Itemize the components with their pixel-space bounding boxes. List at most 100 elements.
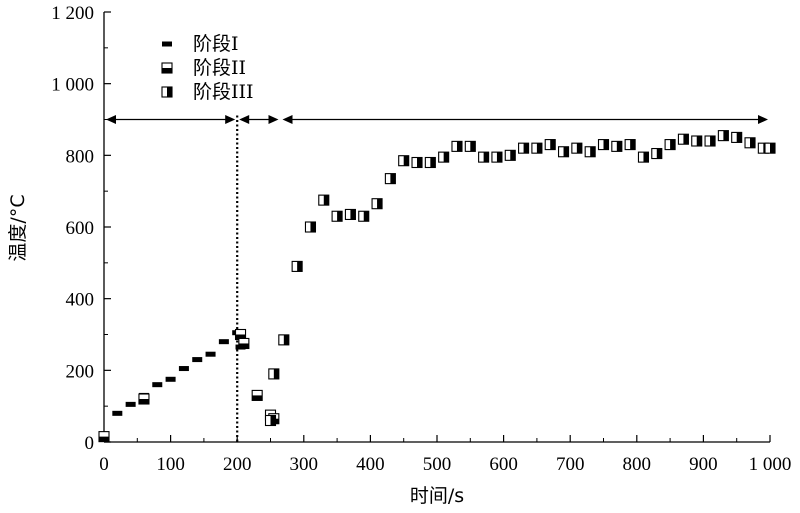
data-point-series-3 [491, 151, 503, 163]
x-tick-label: 100 [156, 454, 185, 475]
data-point-series-1 [205, 351, 216, 357]
marker-fill [252, 395, 263, 401]
data-point-series-3 [384, 173, 396, 185]
marker-fill [616, 141, 622, 152]
axes [103, 11, 771, 443]
data-point-series-2 [251, 389, 263, 401]
legend-marker [161, 86, 173, 98]
data-point-series-3 [411, 156, 423, 169]
data-point-series-1 [125, 401, 136, 407]
marker-fill [576, 143, 582, 154]
data-point-series-3 [371, 198, 383, 210]
marker-fill [723, 130, 729, 141]
data-point-series-2 [238, 337, 250, 350]
legend-label: 阶段III [193, 81, 254, 103]
data-point-series-1 [152, 382, 163, 388]
data-point-series-1 [112, 410, 123, 416]
marker-dash [112, 410, 123, 416]
marker-fill [363, 211, 369, 222]
data-point-series-2 [98, 431, 110, 443]
data-points [98, 130, 776, 443]
x-tick-label: 400 [356, 454, 385, 475]
data-point-series-3 [677, 133, 689, 145]
marker-fill [630, 139, 636, 150]
marker-fill [323, 195, 329, 206]
marker-fill [430, 157, 436, 168]
marker-dash [218, 339, 229, 345]
y-tick-label: 200 [66, 361, 95, 382]
arrow-head [268, 115, 279, 124]
data-point-series-3 [611, 140, 623, 152]
marker-fill [536, 143, 542, 154]
marker-fill [770, 143, 775, 154]
data-point-series-3 [664, 139, 676, 151]
data-point-series-3 [744, 137, 756, 149]
data-point-series-3 [584, 146, 596, 158]
marker-fill [443, 152, 449, 163]
data-point-series-3 [398, 155, 410, 167]
marker-fill [510, 150, 516, 161]
marker-fill [270, 415, 276, 426]
arrow-head [239, 115, 250, 124]
data-point-series-1 [192, 357, 203, 363]
marker-fill [656, 148, 662, 159]
arrow-head [106, 115, 116, 124]
data-point-series-1 [218, 339, 229, 345]
data-point-series-3 [571, 142, 583, 154]
arrow-head [282, 115, 293, 124]
data-point-series-3 [691, 135, 703, 147]
marker-fill [643, 152, 649, 163]
data-point-series-3 [531, 142, 543, 154]
data-point-series-3 [358, 210, 370, 222]
data-point-series-3 [764, 142, 776, 154]
marker-fill [670, 139, 676, 150]
data-point-series-3 [504, 149, 516, 161]
data-point-series-3 [544, 139, 556, 151]
marker-fill [403, 155, 409, 166]
x-tick-label: 600 [489, 454, 518, 475]
data-point-series-3 [291, 260, 303, 272]
marker-fill [273, 368, 279, 379]
x-tick-label: 1 000 [749, 454, 792, 475]
marker-fill [550, 139, 556, 150]
data-point-series-1 [165, 376, 176, 382]
legend-label: 阶段II [193, 57, 246, 79]
marker-fill [350, 209, 356, 220]
legend-label: 阶段I [193, 33, 239, 55]
marker-fill [750, 137, 756, 148]
y-tick-label: 800 [66, 146, 95, 167]
marker-dash [125, 401, 136, 407]
marker-fill [496, 152, 502, 163]
data-point-series-3 [731, 131, 743, 143]
marker-fill [337, 211, 343, 222]
marker-dash [192, 357, 203, 363]
marker-fill [603, 139, 609, 150]
marker-fill [283, 334, 289, 345]
data-point-series-3 [318, 194, 330, 206]
marker-fill [683, 134, 689, 145]
data-point-series-3 [451, 140, 463, 152]
marker-fill [99, 436, 109, 442]
marker-fill [377, 198, 383, 209]
marker-fill [483, 152, 489, 163]
marker-fill [162, 68, 172, 73]
legend-marker [162, 41, 172, 47]
data-point-series-3 [651, 147, 663, 160]
marker-fill [167, 87, 172, 97]
data-point-series-3 [268, 368, 280, 380]
data-point-series-3 [557, 146, 570, 158]
data-point-series-3 [264, 414, 277, 427]
marker-fill [696, 136, 702, 146]
x-tick-label: 300 [290, 454, 319, 475]
marker-fill [563, 146, 569, 157]
marker-fill [238, 343, 249, 349]
marker-fill [470, 141, 476, 152]
data-point-series-3 [424, 156, 436, 169]
marker-dash [205, 351, 216, 357]
marker-fill [736, 132, 742, 143]
data-point-series-1 [178, 366, 189, 372]
data-point-series-3 [438, 151, 450, 163]
marker-dash [152, 382, 163, 388]
